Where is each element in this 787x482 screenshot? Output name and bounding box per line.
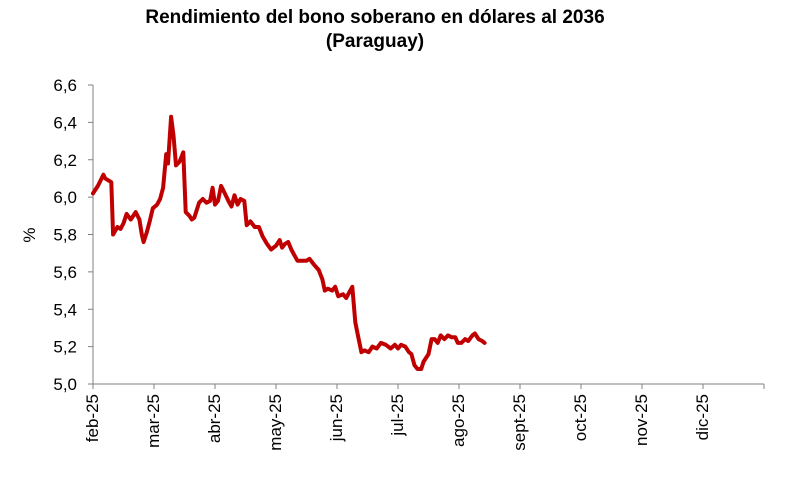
x-tick-label: sept-25 (510, 394, 529, 451)
x-tick-label: oct-25 (571, 394, 590, 441)
x-tick-label: mar-25 (144, 394, 163, 448)
y-tick-label: 5,2 (53, 338, 77, 357)
x-tick-label: dic-25 (693, 394, 712, 440)
y-tick-label: 6,6 (53, 76, 77, 95)
y-tick-label: 5,6 (53, 263, 77, 282)
series-line (91, 114, 487, 371)
x-tick-label: nov-25 (632, 394, 651, 446)
chart-title-line2: (Paraguay) (325, 31, 425, 52)
y-tick-label: 5,4 (53, 300, 77, 319)
chart-title: Rendimiento del bono soberano en dólares… (0, 6, 750, 54)
y-axis-label: % (20, 227, 39, 242)
y-tick-label: 5,0 (53, 375, 77, 394)
x-tick-label: ago-25 (449, 394, 468, 447)
x-axis: feb-25 mar-25 abr-25 may-25 jun-25 jul-25 ago-… (83, 383, 765, 451)
x-tick-label: jun-25 (327, 394, 346, 442)
series-group (91, 114, 487, 371)
y-tick-label: 6,4 (53, 113, 77, 132)
y-tick-label: 6,0 (53, 188, 77, 207)
x-tick-label: feb-25 (83, 394, 102, 442)
y-tick-label: 6,2 (53, 151, 77, 170)
y-axis: 6,6 6,4 6,2 6,0 5,8 5,6 5,4 5,2 5,0 (53, 76, 94, 394)
x-tick-label: may-25 (266, 394, 285, 451)
y-tick-label: 5,8 (53, 226, 77, 245)
x-tick-label: jul-25 (388, 394, 407, 437)
x-tick-label: abr-25 (205, 394, 224, 443)
chart-title-line1: Rendimiento del bono soberano en dólares… (145, 7, 605, 28)
